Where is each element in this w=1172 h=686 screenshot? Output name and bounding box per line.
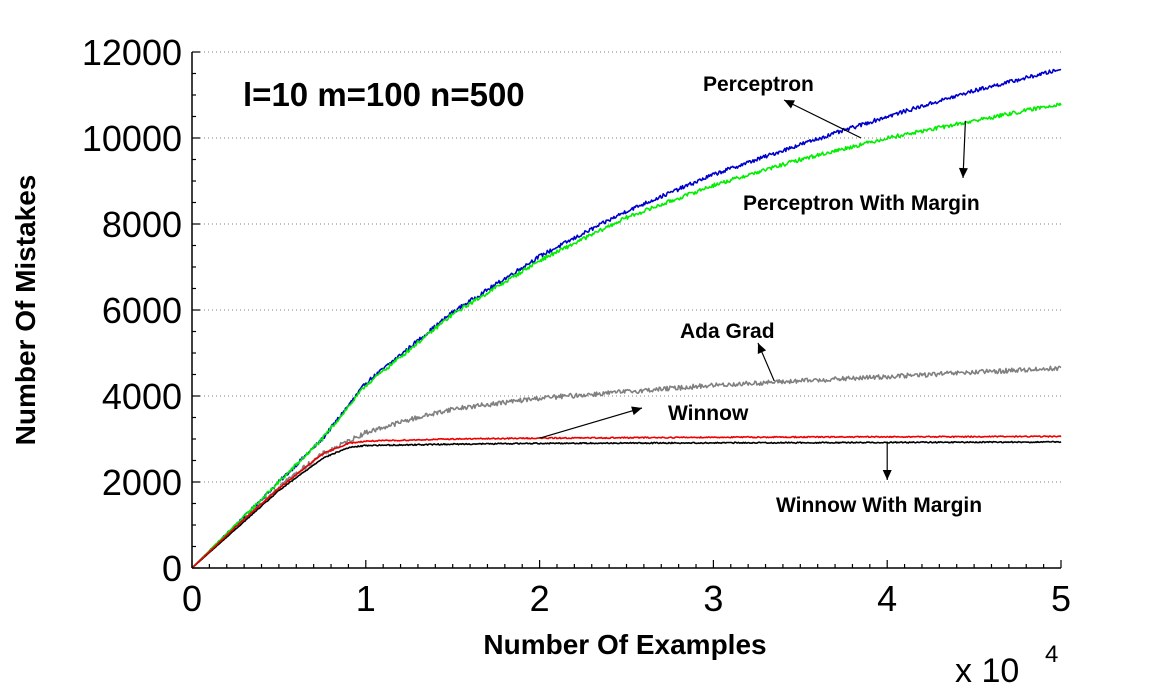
annotation-arrow-winnow [539,406,643,439]
y-axis-title: Number Of Mistakes [10,175,41,446]
params-label: l=10 m=100 n=500 [243,76,525,113]
annotation-winnow: Winnow [668,402,749,425]
annotation-arrow-winnow-with-margin [882,442,892,480]
annotation-winnow-with-margin: Winnow With Margin [776,494,982,517]
series-line-perceptron-with-margin [191,102,1062,569]
annotation-arrow-ada-grad [757,342,775,382]
x-multiplier-exponent: 4 [1045,641,1058,668]
x-tick-label-2: 2 [530,578,550,619]
annotation-ada-grad: Ada Grad [680,320,775,343]
x-tick-label-3: 3 [703,578,723,619]
x-tick-label-1: 1 [356,578,376,619]
y-tick-label-6000: 6000 [102,290,182,331]
x-tick-label-5: 5 [1051,578,1071,619]
y-tick-label-10000: 10000 [82,118,182,159]
series-line-winnow [191,435,1062,569]
y-tick-label-12000: 12000 [82,32,182,73]
grid-lines [192,51,1061,483]
y-tick-label-4000: 4000 [102,376,182,417]
x-tick-label-0: 0 [182,578,202,619]
axis-ticks [191,51,1062,569]
y-tick-label-0: 0 [162,548,182,589]
series-line-ada-grad [191,365,1062,569]
annotation-arrow-perceptron-with-margin [958,120,968,179]
y-tick-label-2000: 2000 [102,462,182,503]
x-tick-label-4: 4 [877,578,897,619]
tick-labels: 0 2000 4000 6000 8000 10000 12000 0 1 2 3 4 5 [82,32,1071,619]
annotation-perceptron: Perceptron [703,73,814,96]
series-lines [191,68,1062,569]
x-axis-title: Number Of Examples [483,629,766,660]
annotation-arrows [539,99,968,480]
annotation-perceptron-with-margin: Perceptron With Margin [743,192,980,215]
x-multiplier-base: x 10 [955,652,1019,686]
y-tick-label-8000: 8000 [102,204,182,245]
series-line-winnow-with-margin [191,440,1062,569]
annotation-arrow-perceptron [783,99,862,139]
